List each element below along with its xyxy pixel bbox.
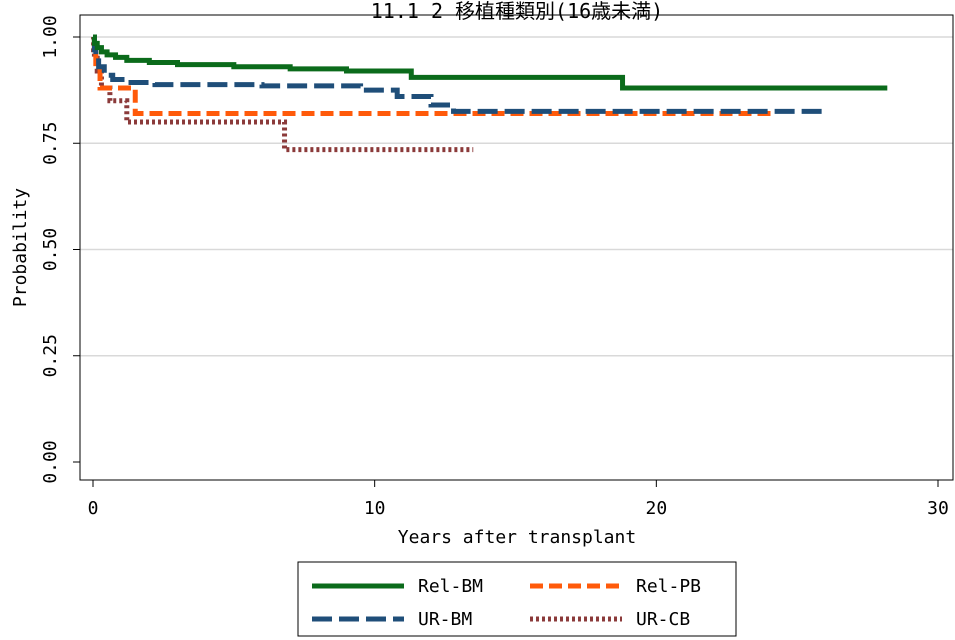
series-line-ur-cb xyxy=(91,34,474,153)
series-line-rel-bm xyxy=(91,34,888,91)
x-tick-label: 10 xyxy=(364,498,386,519)
gridlines xyxy=(80,36,953,357)
y-axis-label: Probability xyxy=(10,188,31,307)
x-axis-label: Years after transplant xyxy=(398,527,636,548)
plot-frame xyxy=(79,14,954,481)
x-tick-label: 20 xyxy=(645,498,667,519)
series-line-ur-bm xyxy=(91,34,823,114)
legend-box xyxy=(297,561,737,637)
y-tick-label: 0.00 xyxy=(40,440,61,483)
x-axis: 0 10 20 30 xyxy=(88,480,949,519)
legend-label: Rel-BM xyxy=(418,576,483,597)
y-axis: 0.00 0.25 0.50 0.75 1.00 xyxy=(40,15,80,484)
y-tick-label: 0.75 xyxy=(40,122,61,165)
x-tick-label: 0 xyxy=(88,498,99,519)
legend: Rel-BM Rel-PB UR-BM UR-CB xyxy=(297,561,737,637)
y-tick-label: 0.25 xyxy=(40,334,61,377)
x-tick-label: 30 xyxy=(927,498,949,519)
y-tick-label: 0.50 xyxy=(40,228,61,271)
legend-label: UR-CB xyxy=(636,609,690,630)
series-lines xyxy=(91,34,888,153)
y-tick-label: 1.00 xyxy=(40,15,61,58)
chart-title: 11.1 2 移植種類別(16歳未満) xyxy=(371,0,663,23)
legend-label: Rel-PB xyxy=(636,576,701,597)
legend-label: UR-BM xyxy=(418,609,472,630)
